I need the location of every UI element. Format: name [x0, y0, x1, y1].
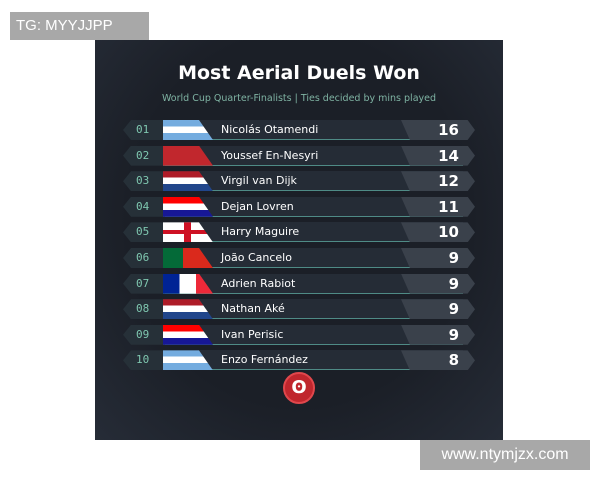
rank: 08 — [123, 299, 165, 320]
player-name: Nathan Aké — [221, 302, 285, 316]
rank: 04 — [123, 196, 165, 217]
player-name: Adrien Rabiot — [221, 276, 296, 290]
row-bar — [163, 273, 463, 294]
netherlands-flag-icon — [163, 299, 213, 320]
player-name: Ivan Perisic — [221, 327, 284, 341]
subtitle: World Cup Quarter-Finalists | Ties decid… — [161, 93, 437, 104]
croatia-flag-icon — [163, 196, 213, 217]
infographic-panel: Most Aerial Duels Won World Cup Quarter-… — [95, 40, 503, 440]
player-name: Nicolás Otamendi — [221, 123, 319, 136]
table-row: 09 Ivan Perisic 9 — [123, 324, 475, 345]
watermark-bottom: www.ntymjzx.com — [420, 440, 590, 470]
row-bar — [163, 145, 463, 166]
rank: 03 — [123, 171, 165, 192]
row-bar — [163, 324, 463, 345]
rank: 05 — [123, 222, 165, 243]
row-bar — [163, 248, 463, 268]
row-bar — [163, 222, 463, 243]
player-name: Virgil van Dijk — [221, 174, 297, 188]
rank: 09 — [123, 324, 165, 345]
table-row: 06 João Cancelo 9 — [123, 248, 475, 268]
duels-value: 9 — [401, 248, 475, 268]
duels-value: 9 — [401, 299, 475, 320]
player-name: Youssef En-Nesyri — [221, 148, 319, 162]
rank: 02 — [123, 145, 165, 166]
duels-value: 12 — [401, 171, 475, 192]
table-row: 03 Virgil van Dijk 12 — [123, 171, 475, 192]
rank: 01 — [123, 120, 165, 140]
rank: 07 — [123, 273, 165, 294]
croatia-flag-icon — [163, 324, 213, 345]
duels-value: 8 — [401, 350, 475, 371]
table-row: 07 Adrien Rabiot 9 — [123, 273, 475, 294]
table-row: 04 Dejan Lovren 11 — [123, 196, 475, 217]
table-row: 08 Nathan Aké 9 — [123, 299, 475, 320]
argentina-flag-icon — [163, 120, 213, 140]
netherlands-flag-icon — [163, 171, 213, 192]
row-bar — [163, 120, 463, 140]
morocco-flag-icon — [163, 145, 213, 166]
row-bar — [163, 196, 463, 217]
player-name: Enzo Fernández — [221, 353, 308, 367]
page-title: Most Aerial Duels Won — [178, 62, 420, 84]
table-row: 10 Enzo Fernández 8 — [123, 350, 475, 371]
player-name: Harry Maguire — [221, 225, 300, 239]
france-flag-icon — [163, 273, 213, 294]
argentina-flag-icon — [163, 350, 213, 371]
portugal-flag-icon — [163, 248, 213, 268]
rank: 06 — [123, 248, 165, 268]
player-name: Dejan Lovren — [221, 199, 294, 213]
table-row: 05 Harry Maguire 10 — [123, 222, 475, 243]
table-row: 02 Youssef En-Nesyri 14 — [123, 145, 475, 166]
row-bar — [163, 299, 463, 320]
row-bar — [163, 171, 463, 192]
table-row: 01 Nicolás Otamendi 16 — [123, 120, 475, 140]
player-name: João Cancelo — [221, 251, 292, 264]
rank: 10 — [123, 350, 165, 371]
duels-value: 9 — [401, 324, 475, 345]
watermark-top: TG: MYYJJPP — [10, 12, 149, 40]
duels-value: 11 — [401, 196, 475, 217]
brand-logo: ʘ — [283, 372, 315, 404]
england-flag-icon — [163, 222, 213, 243]
duels-value: 14 — [401, 145, 475, 166]
duels-value: 10 — [401, 222, 475, 243]
duels-value: 16 — [401, 120, 475, 140]
row-bar — [163, 350, 463, 371]
duels-value: 9 — [401, 273, 475, 294]
